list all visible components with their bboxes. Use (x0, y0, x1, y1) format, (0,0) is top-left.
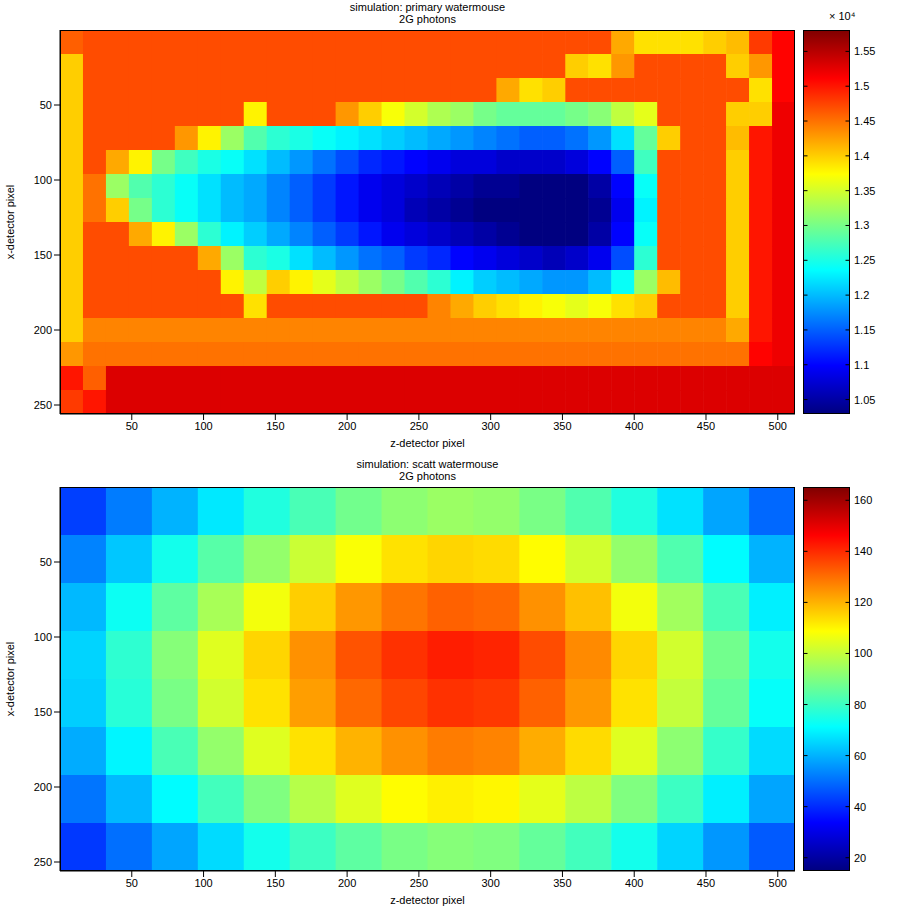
svg-text:500: 500 (769, 420, 787, 432)
svg-text:250: 250 (34, 856, 52, 868)
svg-text:140: 140 (854, 545, 872, 557)
svg-text:250: 250 (34, 399, 52, 411)
svg-text:350: 350 (553, 420, 571, 432)
html-text:simulation: scatt watermouse: simulation: scatt watermouse (356, 458, 499, 470)
svg-text:1.3: 1.3 (854, 219, 869, 231)
svg-text:150: 150 (266, 420, 284, 432)
svg-text:1.1: 1.1 (854, 359, 869, 371)
svg-text:60: 60 (854, 750, 866, 762)
svg-text:1.45: 1.45 (854, 115, 875, 127)
svg-text:100: 100 (854, 647, 872, 659)
svg-text:1.55: 1.55 (854, 45, 875, 57)
svg-text:400: 400 (625, 877, 643, 889)
svg-text:100: 100 (194, 420, 212, 432)
svg-text:500: 500 (769, 877, 787, 889)
svg-text:40: 40 (854, 801, 866, 813)
svg-text:250: 250 (410, 420, 428, 432)
svg-text:100: 100 (194, 877, 212, 889)
svg-text:100: 100 (34, 174, 52, 186)
svg-text:1.4: 1.4 (854, 150, 869, 162)
svg-text:50: 50 (40, 556, 52, 568)
html-text:simulation: primary watermouse: simulation: primary watermouse (349, 1, 506, 13)
svg-text:150: 150 (34, 249, 52, 261)
svg-text:z-detector pixel: z-detector pixel (390, 437, 465, 449)
svg-text:200: 200 (338, 420, 356, 432)
svg-text:160: 160 (854, 494, 872, 506)
svg-text:300: 300 (481, 877, 499, 889)
svg-text:x-detector pixel: x-detector pixel (4, 185, 16, 260)
svg-text:80: 80 (854, 699, 866, 711)
svg-text:200: 200 (338, 877, 356, 889)
svg-text:1.35: 1.35 (854, 185, 875, 197)
svg-text:1.15: 1.15 (854, 324, 875, 336)
svg-text:1.05: 1.05 (854, 394, 875, 406)
html-text:2G photons: 2G photons (399, 470, 456, 482)
svg-text:20: 20 (854, 852, 866, 864)
html-text:× 10⁴: × 10⁴ (829, 10, 856, 22)
svg-text:120: 120 (854, 596, 872, 608)
svg-text:50: 50 (126, 420, 138, 432)
svg-text:1.2: 1.2 (854, 289, 869, 301)
svg-text:50: 50 (126, 877, 138, 889)
svg-text:x-detector pixel: x-detector pixel (4, 642, 16, 717)
svg-text:100: 100 (34, 631, 52, 643)
svg-text:400: 400 (625, 420, 643, 432)
html-text:2G photons: 2G photons (399, 13, 456, 25)
svg-text:150: 150 (34, 706, 52, 718)
svg-text:300: 300 (481, 420, 499, 432)
svg-text:50: 50 (40, 99, 52, 111)
svg-text:450: 450 (697, 877, 715, 889)
svg-text:250: 250 (410, 877, 428, 889)
svg-text:1.5: 1.5 (854, 80, 869, 92)
svg-text:200: 200 (34, 324, 52, 336)
svg-text:z-detector pixel: z-detector pixel (390, 894, 465, 906)
svg-text:450: 450 (697, 420, 715, 432)
svg-text:1.25: 1.25 (854, 254, 875, 266)
svg-text:150: 150 (266, 877, 284, 889)
svg-text:200: 200 (34, 781, 52, 793)
svg-text:350: 350 (553, 877, 571, 889)
